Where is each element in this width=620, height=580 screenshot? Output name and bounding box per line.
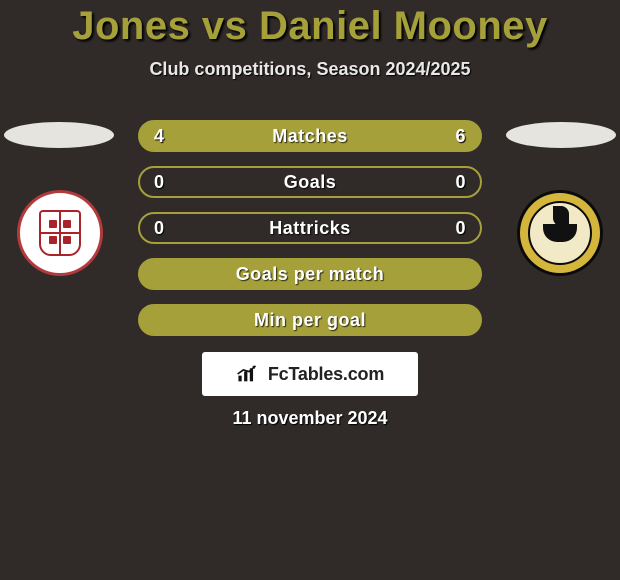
stat-left-value: 0 bbox=[154, 214, 165, 242]
stat-row: Goals per match bbox=[138, 258, 482, 290]
stat-left-value: 4 bbox=[154, 122, 165, 150]
brand-text: FcTables.com bbox=[268, 364, 384, 385]
stat-right-value: 0 bbox=[455, 168, 466, 196]
page-title: Jones vs Daniel Mooney bbox=[0, 0, 620, 49]
stat-label: Hattricks bbox=[269, 218, 351, 239]
stat-row: 0 Goals 0 bbox=[138, 166, 482, 198]
ship-icon bbox=[543, 224, 577, 242]
stat-label: Goals per match bbox=[236, 264, 385, 285]
left-team-badge bbox=[17, 190, 103, 276]
comparison-card: Jones vs Daniel Mooney Club competitions… bbox=[0, 0, 620, 580]
stat-label: Min per goal bbox=[254, 310, 366, 331]
snapshot-date: 11 november 2024 bbox=[0, 408, 620, 429]
stat-row: Min per goal bbox=[138, 304, 482, 336]
stat-right-value: 6 bbox=[455, 122, 466, 150]
stat-label: Goals bbox=[284, 172, 337, 193]
stat-row: 4 Matches 6 bbox=[138, 120, 482, 152]
left-player-silhouette bbox=[4, 122, 114, 148]
right-player-silhouette bbox=[506, 122, 616, 148]
page-subtitle: Club competitions, Season 2024/2025 bbox=[0, 59, 620, 80]
brand-card: FcTables.com bbox=[202, 352, 418, 396]
stat-right-value: 0 bbox=[455, 214, 466, 242]
right-player-column bbox=[500, 122, 620, 276]
stat-left-value: 0 bbox=[154, 168, 165, 196]
stat-label: Matches bbox=[272, 126, 348, 147]
stat-row: 0 Hattricks 0 bbox=[138, 212, 482, 244]
shield-icon bbox=[39, 210, 81, 256]
right-team-badge bbox=[517, 190, 603, 276]
stats-list: 4 Matches 6 0 Goals 0 0 Hattricks 0 Goals per mat… bbox=[138, 120, 482, 350]
bar-chart-icon bbox=[236, 363, 262, 385]
left-player-column bbox=[0, 122, 120, 276]
